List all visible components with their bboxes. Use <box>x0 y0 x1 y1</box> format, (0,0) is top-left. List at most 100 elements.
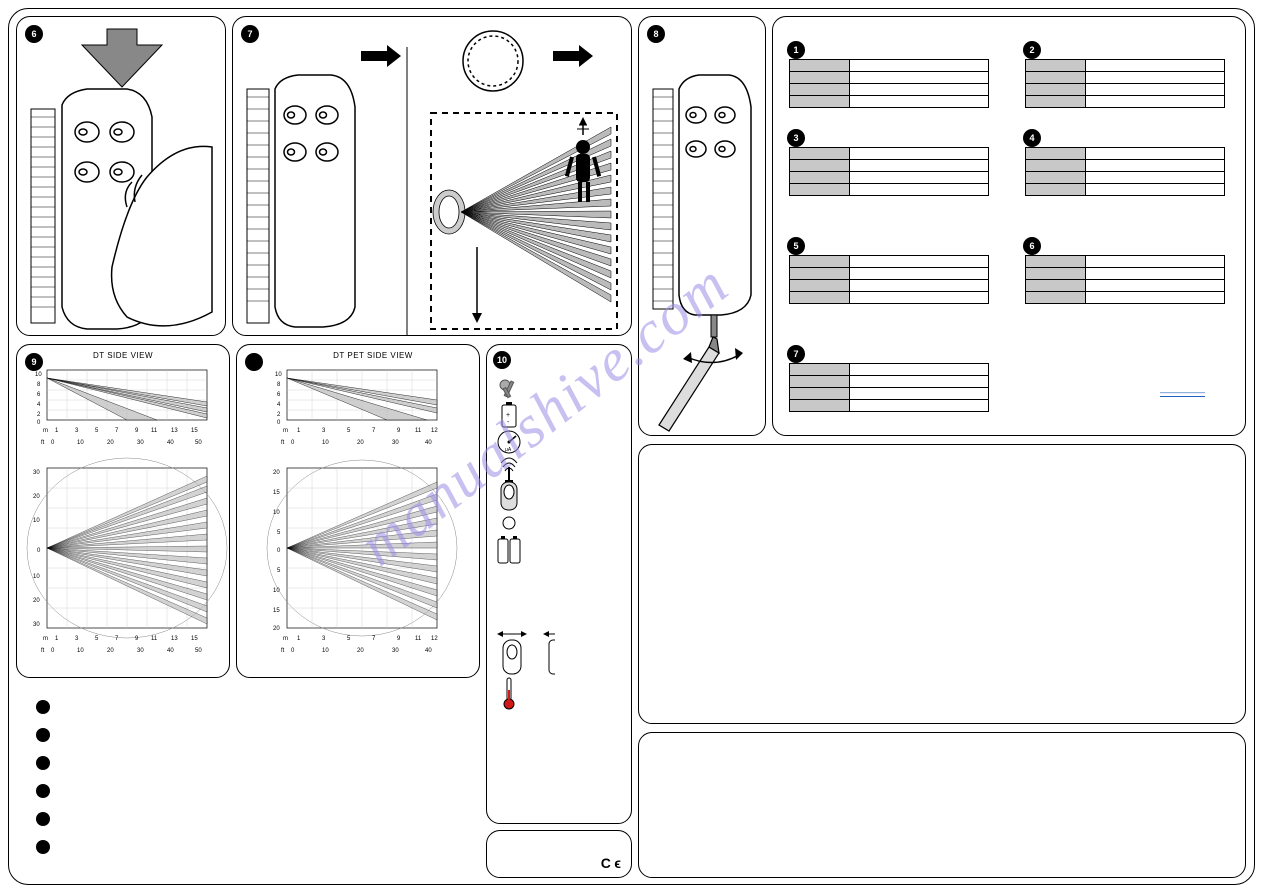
svg-text:m: m <box>283 428 288 434</box>
two-battery-icon <box>495 538 523 562</box>
spec-row <box>495 681 623 705</box>
table-num-2: 2 <box>1023 41 1041 59</box>
svg-text:8: 8 <box>277 382 281 388</box>
svg-text:20: 20 <box>33 494 40 500</box>
reference-link[interactable]: ————— <box>1160 387 1205 397</box>
table-num-6: 6 <box>1023 237 1041 255</box>
svg-text:0: 0 <box>277 548 281 554</box>
svg-text:30: 30 <box>392 648 399 654</box>
svg-text:2: 2 <box>277 412 281 418</box>
chart-dt-title: DT SIDE VIEW <box>17 351 229 360</box>
svg-text:20: 20 <box>107 440 114 446</box>
bullet-dot <box>36 756 50 770</box>
svg-text:30: 30 <box>33 622 40 628</box>
svg-text:ft: ft <box>281 648 285 654</box>
table-num-1: 1 <box>787 41 805 59</box>
panel-specs: 10 +- μA <box>486 344 632 824</box>
svg-text:50: 50 <box>195 648 202 654</box>
bullet-dot <box>36 700 50 714</box>
svg-text:0: 0 <box>51 648 55 654</box>
svg-text:1: 1 <box>297 428 301 434</box>
svg-text:5: 5 <box>95 636 99 642</box>
svg-text:12: 12 <box>431 636 438 642</box>
panel-chart-dt: 9 DT SIDE VIEW 1086 420 m <box>16 344 230 678</box>
svg-text:10: 10 <box>35 372 42 378</box>
panel-tables: 1 2 3 4 5 6 7 ————— <box>772 16 1246 436</box>
spec-row <box>495 511 623 535</box>
svg-text:20: 20 <box>273 470 280 476</box>
svg-text:3: 3 <box>75 428 79 434</box>
panel-step-6: 6 <box>16 16 226 336</box>
svg-text:μA: μA <box>505 447 512 453</box>
step-number-9b <box>245 353 263 371</box>
svg-text:10: 10 <box>275 372 282 378</box>
svg-text:15: 15 <box>273 608 280 614</box>
spec-row <box>495 484 623 508</box>
panel-step-8: 8 <box>638 16 766 436</box>
svg-text:13: 13 <box>171 428 178 434</box>
svg-text:0: 0 <box>37 548 41 554</box>
mini-table <box>789 59 989 108</box>
svg-text:ft: ft <box>41 648 45 654</box>
bullet-dot <box>36 784 50 798</box>
svg-text:7: 7 <box>372 636 376 642</box>
svg-text:40: 40 <box>425 648 432 654</box>
svg-text:ft: ft <box>41 440 45 446</box>
svg-text:20: 20 <box>33 598 40 604</box>
svg-text:0: 0 <box>51 440 55 446</box>
svg-text:40: 40 <box>425 440 432 446</box>
svg-text:5: 5 <box>277 568 281 574</box>
svg-text:11: 11 <box>151 636 158 642</box>
svg-text:4: 4 <box>277 402 281 408</box>
mini-table <box>789 363 989 412</box>
bullet-dot <box>36 840 50 854</box>
svg-text:3: 3 <box>322 636 326 642</box>
dimensions-icon <box>495 628 555 678</box>
meter-icon: μA <box>495 430 523 454</box>
spec-row <box>495 457 623 481</box>
svg-text:0: 0 <box>277 420 281 426</box>
table-num-4: 4 <box>1023 129 1041 147</box>
spec-row: +- <box>495 403 623 427</box>
bullet-dot <box>36 812 50 826</box>
svg-text:6: 6 <box>37 392 41 398</box>
svg-text:15: 15 <box>191 636 198 642</box>
svg-text:0: 0 <box>37 420 41 426</box>
svg-text:0: 0 <box>291 648 295 654</box>
svg-text:1: 1 <box>55 636 59 642</box>
svg-text:7: 7 <box>372 428 376 434</box>
panel-blank-middle <box>638 444 1246 724</box>
svg-text:1: 1 <box>297 636 301 642</box>
svg-text:2: 2 <box>37 412 41 418</box>
svg-text:5: 5 <box>277 530 281 536</box>
svg-text:11: 11 <box>415 636 422 642</box>
svg-text:10: 10 <box>33 574 40 580</box>
svg-text:9: 9 <box>135 428 139 434</box>
svg-text:8: 8 <box>37 382 41 388</box>
svg-text:3: 3 <box>75 636 79 642</box>
svg-text:m: m <box>43 636 48 642</box>
svg-text:40: 40 <box>167 440 174 446</box>
svg-text:10: 10 <box>322 440 329 446</box>
step-number-9: 9 <box>25 353 43 371</box>
svg-text:40: 40 <box>167 648 174 654</box>
illustration-step6 <box>17 17 227 337</box>
svg-text:9: 9 <box>397 428 401 434</box>
svg-text:7: 7 <box>115 428 119 434</box>
svg-text:4: 4 <box>37 402 41 408</box>
svg-text:50: 50 <box>195 440 202 446</box>
svg-text:12: 12 <box>431 428 438 434</box>
svg-text:20: 20 <box>357 440 364 446</box>
svg-text:10: 10 <box>33 518 40 524</box>
svg-text:9: 9 <box>397 636 401 642</box>
svg-text:30: 30 <box>392 440 399 446</box>
svg-text:9: 9 <box>135 636 139 642</box>
spec-row <box>495 628 623 678</box>
step-number-8: 8 <box>647 25 665 43</box>
svg-text:13: 13 <box>171 636 178 642</box>
led-icon <box>495 511 523 535</box>
step-number-6: 6 <box>25 25 43 43</box>
svg-text:1: 1 <box>55 428 59 434</box>
svg-text:15: 15 <box>273 490 280 496</box>
panel-chart-dt-pet: DT PET SIDE VIEW 1086 420 m 135 791112 <box>236 344 480 678</box>
